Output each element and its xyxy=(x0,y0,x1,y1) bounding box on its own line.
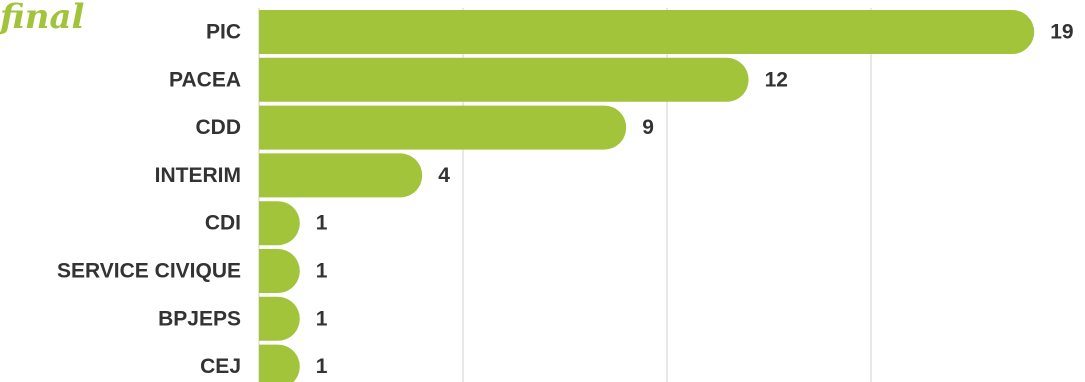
category-label: BPJEPS xyxy=(158,307,241,330)
chart-title-fragment: final xyxy=(0,0,85,37)
category-label: SERVICE CIVIQUE xyxy=(57,260,241,283)
value-label: 12 xyxy=(765,68,788,91)
bar-service-civique xyxy=(259,249,300,293)
bar-interim xyxy=(259,153,423,198)
category-label: INTERIM xyxy=(155,164,241,187)
category-label: PACEA xyxy=(169,68,241,91)
value-label: 1 xyxy=(316,307,328,330)
value-label: 1 xyxy=(316,355,328,378)
value-label: 1 xyxy=(316,212,328,235)
bar-cdd xyxy=(259,105,627,150)
bar-cej xyxy=(259,344,300,382)
value-label: 9 xyxy=(642,116,654,139)
category-label: CDD xyxy=(196,116,242,139)
bar-pic xyxy=(259,10,1035,54)
category-label: CDI xyxy=(205,212,241,235)
category-label: PIC xyxy=(206,21,241,44)
labels: PIC 19 PACEA 12 CDD 9 INTERIM 4 CDI 1 SERVICE CIVI… xyxy=(57,21,1074,379)
bar-bpjeps xyxy=(259,296,300,341)
bar-pacea xyxy=(259,57,749,102)
bars xyxy=(259,10,1035,382)
category-label: CEJ xyxy=(200,355,241,378)
value-label: 19 xyxy=(1050,21,1073,44)
bar-cdi xyxy=(259,201,300,246)
value-label: 4 xyxy=(438,164,450,187)
value-label: 1 xyxy=(316,260,328,283)
